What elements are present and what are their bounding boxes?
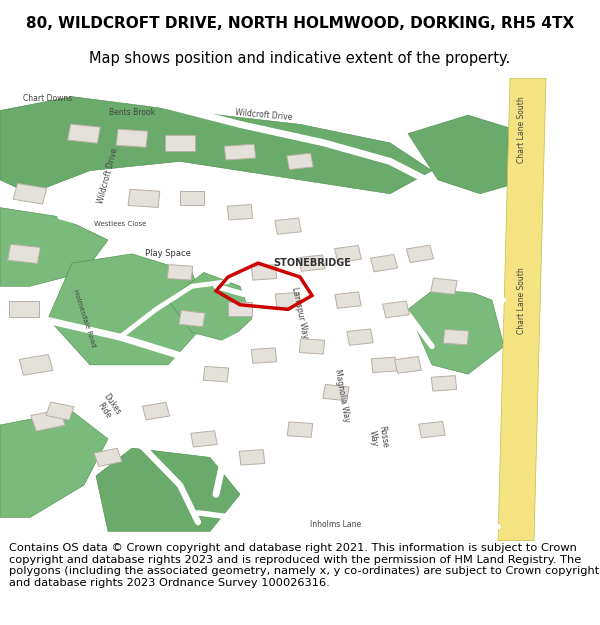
Bar xyxy=(419,421,445,437)
Bar xyxy=(165,135,195,151)
Text: Chart Downs: Chart Downs xyxy=(23,94,73,103)
Bar xyxy=(224,144,256,160)
Bar xyxy=(443,329,469,345)
Text: Westlees Close: Westlees Close xyxy=(94,221,146,227)
Bar xyxy=(142,402,170,420)
Text: Dukes
Ride: Dukes Ride xyxy=(93,392,123,422)
Text: Magnolia Way: Magnolia Way xyxy=(333,368,351,423)
Text: Rosse
Way: Rosse Way xyxy=(367,426,389,450)
Bar xyxy=(395,356,421,373)
Polygon shape xyxy=(0,208,108,286)
Text: 80, WILDCROFT DRIVE, NORTH HOLMWOOD, DORKING, RH5 4TX: 80, WILDCROFT DRIVE, NORTH HOLMWOOD, DOR… xyxy=(26,16,574,31)
Bar xyxy=(323,384,349,401)
Polygon shape xyxy=(96,448,240,531)
Text: Wildcroft Drive: Wildcroft Drive xyxy=(235,107,293,122)
Polygon shape xyxy=(498,78,546,541)
Bar xyxy=(46,402,74,420)
Bar xyxy=(431,278,457,294)
Bar xyxy=(239,449,265,465)
Text: Chart Lane South: Chart Lane South xyxy=(517,268,527,334)
Text: Bents Brook: Bents Brook xyxy=(109,108,155,117)
Bar xyxy=(228,302,252,316)
Bar xyxy=(275,292,301,308)
Bar xyxy=(94,448,122,466)
Bar xyxy=(203,366,229,382)
Bar xyxy=(299,255,325,271)
Bar xyxy=(167,264,193,280)
Bar xyxy=(383,301,409,318)
Text: Chart Lane South: Chart Lane South xyxy=(517,97,527,163)
Bar xyxy=(19,354,53,375)
Text: Inholms Lane: Inholms Lane xyxy=(310,520,362,529)
Bar xyxy=(251,264,277,280)
Polygon shape xyxy=(48,254,210,365)
Bar xyxy=(8,244,40,264)
Bar xyxy=(31,409,65,431)
Polygon shape xyxy=(0,97,432,194)
Bar xyxy=(347,329,373,345)
Bar xyxy=(116,129,148,148)
Text: Holmesdale Road: Holmesdale Road xyxy=(72,288,96,348)
Polygon shape xyxy=(168,272,252,342)
Bar xyxy=(180,191,204,205)
Bar xyxy=(335,292,361,308)
Bar xyxy=(227,204,253,220)
Bar xyxy=(287,422,313,437)
Bar xyxy=(299,339,325,354)
Text: Map shows position and indicative extent of the property.: Map shows position and indicative extent… xyxy=(89,51,511,66)
Text: Play Space: Play Space xyxy=(145,249,191,258)
Bar xyxy=(9,301,39,318)
Bar xyxy=(179,311,205,327)
Polygon shape xyxy=(0,411,108,518)
Bar xyxy=(335,246,361,262)
Bar xyxy=(128,189,160,208)
Bar xyxy=(370,254,398,272)
Text: Larkspur Way: Larkspur Way xyxy=(290,286,310,339)
Polygon shape xyxy=(408,115,528,194)
Bar xyxy=(406,245,434,262)
Bar xyxy=(275,218,301,234)
Bar xyxy=(13,183,47,204)
Bar xyxy=(371,357,397,372)
Text: Wildcroft Drive: Wildcroft Drive xyxy=(96,148,120,205)
Bar xyxy=(191,431,217,447)
Text: Contains OS data © Crown copyright and database right 2021. This information is : Contains OS data © Crown copyright and d… xyxy=(9,543,599,588)
Polygon shape xyxy=(408,282,504,374)
Bar xyxy=(287,153,313,169)
Bar xyxy=(68,124,100,143)
Bar xyxy=(431,376,457,391)
Bar xyxy=(251,348,277,363)
Text: STONEBRIDGE: STONEBRIDGE xyxy=(273,258,351,268)
